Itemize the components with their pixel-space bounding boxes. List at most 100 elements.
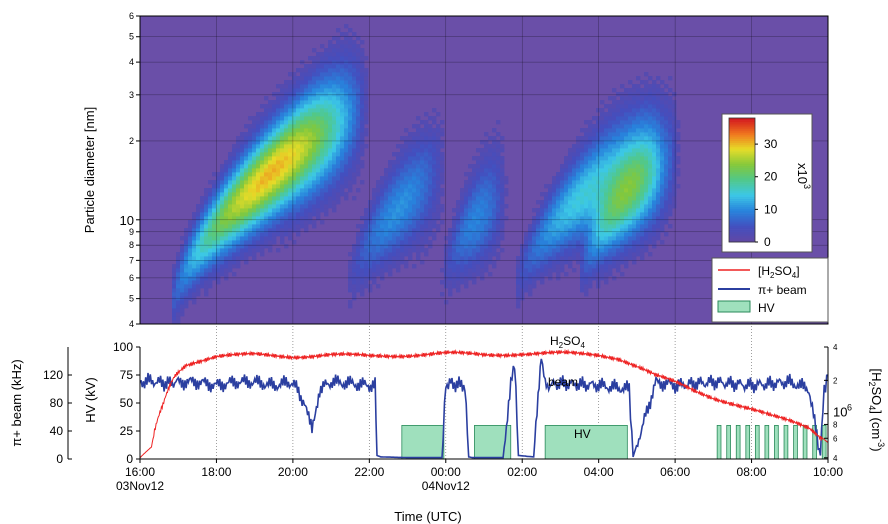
heatmap-cell bbox=[284, 156, 289, 161]
legend-label-beam: π+ beam bbox=[758, 283, 807, 297]
heatmap-cell bbox=[484, 260, 489, 265]
heatmap-cell bbox=[520, 252, 525, 257]
heatmap-cell bbox=[520, 280, 525, 285]
heatmap-cell bbox=[656, 92, 661, 97]
heatmap-cell bbox=[424, 172, 429, 177]
heatmap-cell bbox=[596, 172, 601, 177]
heatmap-cell bbox=[400, 244, 405, 249]
heatmap-cell bbox=[476, 148, 481, 153]
heatmap-cell bbox=[340, 136, 345, 141]
heatmap-cell bbox=[600, 152, 605, 157]
heatmap-cell bbox=[608, 124, 613, 129]
heatmap-cell bbox=[428, 148, 433, 153]
heatmap-cell bbox=[568, 260, 573, 265]
heatmap-cell bbox=[500, 176, 505, 181]
heatmap-cell bbox=[448, 240, 453, 245]
date-tick-label: 03Nov12 bbox=[116, 479, 164, 493]
heatmap-cell bbox=[420, 208, 425, 213]
heatmap-cell bbox=[668, 124, 673, 129]
heatmap-cell bbox=[280, 92, 285, 97]
heatmap-cell bbox=[352, 140, 357, 145]
heatmap-cell bbox=[572, 152, 577, 157]
heatmap-cell bbox=[292, 76, 297, 81]
heatmap-cell bbox=[348, 260, 353, 265]
heatmap-cell bbox=[644, 136, 649, 141]
colorbar-step bbox=[729, 175, 755, 179]
heatmap-cell bbox=[348, 252, 353, 257]
heatmap-cell bbox=[324, 148, 329, 153]
heatmap-cell bbox=[352, 160, 357, 165]
heatmap-cell bbox=[588, 124, 593, 129]
heatmap-cell bbox=[364, 260, 369, 265]
heatmap-cell bbox=[288, 140, 293, 145]
heatmap-cell bbox=[480, 196, 485, 201]
heatmap-cell bbox=[668, 108, 673, 113]
heatmap-cell bbox=[612, 212, 617, 217]
heatmap-cell bbox=[324, 100, 329, 105]
heatmap-cell bbox=[280, 208, 285, 213]
heatmap-cell bbox=[344, 172, 349, 177]
heatmap-y-tick-label: 10 bbox=[120, 213, 134, 228]
heatmap-cell bbox=[644, 204, 649, 209]
heatmap-cell bbox=[368, 232, 373, 237]
heatmap-cell bbox=[632, 192, 637, 197]
heatmap-cell bbox=[556, 216, 561, 221]
heatmap-cell bbox=[252, 144, 257, 149]
heatmap-cell bbox=[564, 272, 569, 277]
heatmap-cell bbox=[608, 232, 613, 237]
heatmap-cell bbox=[608, 248, 613, 253]
heatmap-cell bbox=[268, 196, 273, 201]
heatmap-cell bbox=[664, 124, 669, 129]
heatmap-cell bbox=[244, 184, 249, 189]
heatmap-cell bbox=[332, 180, 337, 185]
heatmap-cell bbox=[292, 192, 297, 197]
heatmap-cell bbox=[432, 220, 437, 225]
heatmap-cell bbox=[320, 188, 325, 193]
heatmap-cell bbox=[272, 212, 277, 217]
heatmap-cell bbox=[260, 160, 265, 165]
heatmap-cell bbox=[652, 80, 657, 85]
heatmap-cell bbox=[256, 160, 261, 165]
heatmap-cell bbox=[292, 204, 297, 209]
heatmap-cell bbox=[288, 80, 293, 85]
heatmap-cell bbox=[284, 244, 289, 249]
heatmap-cell bbox=[584, 128, 589, 133]
heatmap-cell bbox=[608, 144, 613, 149]
heatmap-cell bbox=[284, 92, 289, 97]
heatmap-cell bbox=[424, 188, 429, 193]
heatmap-cell bbox=[608, 180, 613, 185]
heatmap-cell bbox=[368, 268, 373, 273]
heatmap-cell bbox=[288, 212, 293, 217]
heatmap-cell bbox=[668, 140, 673, 145]
heatmap-cell bbox=[336, 128, 341, 133]
heatmap-cell bbox=[336, 176, 341, 181]
heatmap-cell bbox=[292, 228, 297, 233]
heatmap-cell bbox=[608, 188, 613, 193]
heatmap-cell bbox=[596, 224, 601, 229]
heatmap-cell bbox=[172, 300, 177, 305]
heatmap-cell bbox=[200, 216, 205, 221]
heatmap-cell bbox=[388, 184, 393, 189]
heatmap-cell bbox=[388, 272, 393, 277]
heatmap-cell bbox=[224, 224, 229, 229]
heatmap-cell bbox=[388, 240, 393, 245]
heatmap-cell bbox=[180, 300, 185, 305]
heatmap-cell bbox=[248, 136, 253, 141]
heatmap-cell bbox=[376, 256, 381, 261]
heatmap-cell bbox=[652, 200, 657, 205]
heatmap-cell bbox=[296, 232, 301, 237]
heatmap-cell bbox=[288, 156, 293, 161]
heatmap-cell bbox=[544, 264, 549, 269]
time-tick-label: 02:00 bbox=[507, 465, 537, 479]
heatmap-cell bbox=[380, 260, 385, 265]
heatmap-cell bbox=[564, 220, 569, 225]
heatmap-cell bbox=[460, 220, 465, 225]
heatmap-cell bbox=[396, 256, 401, 261]
heatmap-cell bbox=[588, 164, 593, 169]
heatmap-cell bbox=[360, 268, 365, 273]
heatmap-cell bbox=[592, 164, 597, 169]
heatmap-cell bbox=[332, 176, 337, 181]
heatmap-cell bbox=[664, 136, 669, 141]
heatmap-cell bbox=[284, 88, 289, 93]
heatmap-cell bbox=[428, 196, 433, 201]
